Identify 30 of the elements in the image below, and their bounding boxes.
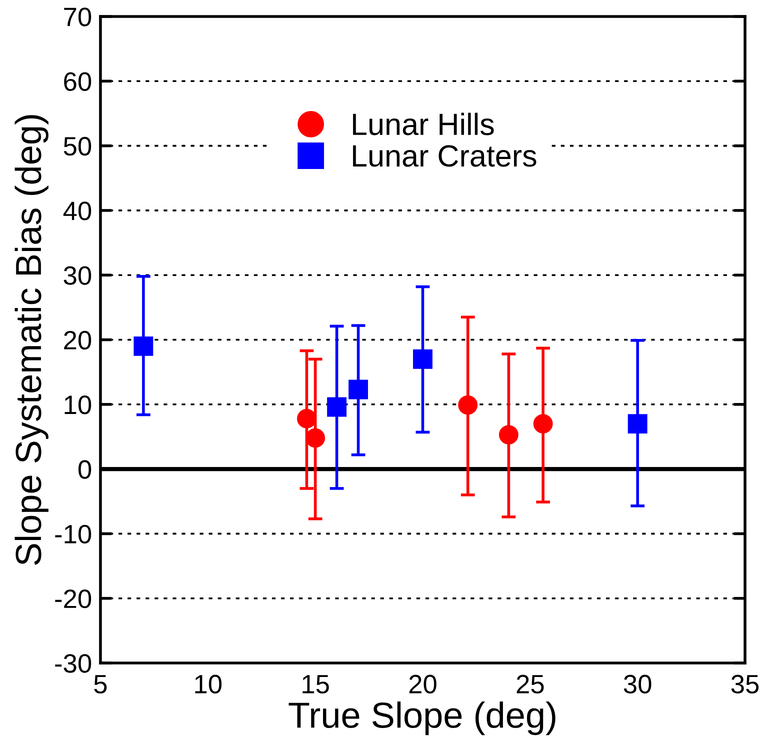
x-tick-label: 5 — [94, 675, 107, 694]
y-tick-label: 0 — [78, 460, 92, 479]
x-axis-title: True Slope (deg) — [288, 701, 556, 736]
y-tick-label: 30 — [64, 266, 92, 285]
point — [413, 349, 432, 369]
x-tick-label: 15 — [302, 675, 329, 694]
point — [134, 336, 154, 356]
y-axis-title: Slope Systematic Bias (deg) — [14, 115, 48, 565]
y-tick-label: -20 — [55, 589, 92, 608]
y-tick-label: 10 — [64, 396, 92, 414]
legend-label: Lunar Craters — [353, 145, 536, 167]
legend-label: Lunar Hills — [353, 112, 494, 136]
x-tick-label: 10 — [195, 674, 222, 694]
point — [458, 395, 478, 415]
y-tick-label: 60 — [64, 72, 92, 91]
y-tick-label: 20 — [64, 330, 92, 350]
x-tick-label: 20 — [409, 674, 436, 694]
point — [327, 397, 347, 417]
point — [348, 380, 368, 400]
point — [498, 425, 518, 445]
y-tick-label: 70 — [64, 8, 92, 26]
point — [533, 414, 553, 434]
x-tick-label: 30 — [624, 674, 652, 694]
x-tick-label: 25 — [516, 674, 544, 694]
y-tick-label: 40 — [63, 202, 92, 220]
y-tick-label: -30 — [55, 654, 92, 673]
x-tick-label: 35 — [731, 674, 759, 694]
y-tick-label: 50 — [64, 136, 92, 156]
point — [628, 414, 648, 434]
y-tick-label: -10 — [55, 524, 92, 544]
